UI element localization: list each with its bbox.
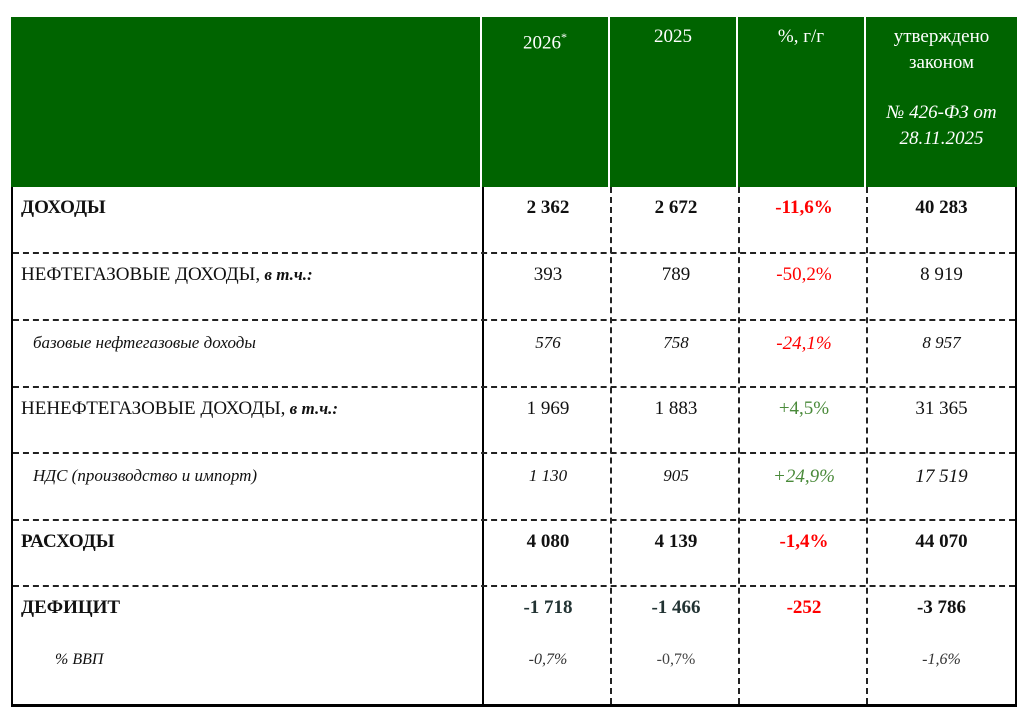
value-2025: 1 883 <box>654 398 698 419</box>
value-2026: 4 080 <box>526 531 570 552</box>
value-law: 8 919 <box>920 264 963 285</box>
value-2026: -1 718 <box>523 597 573 618</box>
value-2026: 1 969 <box>526 398 570 419</box>
row-label: НЕНЕФТЕГАЗОВЫЕ ДОХОДЫ, в т.ч.: <box>13 388 484 452</box>
row-label: ДЕФИЦИТ <box>21 597 121 618</box>
value-pct: -24,1% <box>776 333 832 354</box>
value-2026: 1 130 <box>528 466 568 485</box>
header-law-line2: законом <box>908 52 975 73</box>
row-label: НЕФТЕГАЗОВЫЕ ДОХОДЫ, в т.ч.: <box>13 254 484 319</box>
row-label: ДОХОДЫ <box>21 197 106 218</box>
header-pct: %, г/г <box>738 17 864 187</box>
value-law: -3 786 <box>916 597 967 618</box>
value-law: 8 957 <box>922 333 961 352</box>
table-row-oil-gas: НЕФТЕГАЗОВЫЕ ДОХОДЫ, в т.ч.: 393 789 -50… <box>13 254 1015 321</box>
gdp-2025: -0,7% <box>656 651 696 668</box>
column-divider <box>866 187 868 704</box>
value-2025: 789 <box>661 264 691 285</box>
budget-table: 2026* 2025 %, г/г утверждено законом № 4… <box>11 17 1017 707</box>
row-label: базовые нефтегазовые доходы <box>33 333 256 352</box>
value-law: 40 283 <box>915 197 968 218</box>
row-label-suffix: в т.ч.: <box>285 399 339 418</box>
table-row-expenses: РАСХОДЫ 4 080 4 139 -1,4% 44 070 <box>13 521 1015 587</box>
header-law-line3: № 426-ФЗ от <box>886 102 997 123</box>
value-2025: -1 466 <box>651 597 701 618</box>
row-label-text: НЕФТЕГАЗОВЫЕ ДОХОДЫ, <box>21 264 261 285</box>
value-pct: -11,6% <box>775 197 833 218</box>
header-empty-cell <box>11 17 480 187</box>
value-2026: 393 <box>533 264 563 285</box>
value-law: 17 519 <box>915 466 968 487</box>
value-2026: 576 <box>535 333 561 352</box>
table-body: ДОХОДЫ 2 362 2 672 -11,6% 40 283 НЕФТЕГА… <box>11 187 1017 707</box>
value-law: 44 070 <box>915 531 968 552</box>
value-pct: -252 <box>786 597 822 618</box>
value-2025: 4 139 <box>654 531 698 552</box>
header-law-line4: 28.11.2025 <box>899 128 984 149</box>
header-2026-label: 2026 <box>523 32 561 54</box>
header-law: утверждено законом № 426-ФЗ от 28.11.202… <box>866 17 1017 187</box>
row-label: РАСХОДЫ <box>21 531 115 552</box>
value-pct: +24,9% <box>773 466 835 487</box>
header-2025: 2025 <box>610 17 736 187</box>
row-label-suffix: в т.ч.: <box>260 265 313 284</box>
table-header: 2026* 2025 %, г/г утверждено законом № 4… <box>11 17 1017 187</box>
row-label: НДС (производство и импорт) <box>33 466 258 485</box>
value-2025: 905 <box>663 466 689 485</box>
table-row-non-oil-gas: НЕНЕФТЕГАЗОВЫЕ ДОХОДЫ, в т.ч.: 1 969 1 8… <box>13 388 1015 454</box>
gdp-2026: -0,7% <box>528 651 568 668</box>
row-label-text: НЕНЕФТЕГАЗОВЫЕ ДОХОДЫ, <box>21 398 286 419</box>
column-divider <box>482 187 484 704</box>
table-row-revenue: ДОХОДЫ 2 362 2 672 -11,6% 40 283 <box>13 187 1015 254</box>
table-row-deficit: ДЕФИЦИТ -1 718 -1 466 -252 -3 786 % ВВП … <box>13 587 1015 704</box>
gdp-law: -1,6% <box>922 651 961 668</box>
value-pct: +4,5% <box>778 398 830 419</box>
header-2026: 2026* <box>482 17 608 187</box>
gdp-label: % ВВП <box>55 651 104 668</box>
value-pct: -1,4% <box>779 531 829 552</box>
value-pct: -50,2% <box>776 264 832 285</box>
value-2025: 2 672 <box>654 197 698 218</box>
header-law-line1: утверждено <box>893 26 990 47</box>
table-row-base-oil-gas: базовые нефтегазовые доходы 576 758 -24,… <box>13 321 1015 388</box>
value-2026: 2 362 <box>526 197 570 218</box>
column-divider <box>738 187 740 704</box>
value-2025: 758 <box>663 333 689 352</box>
table-row-vat: НДС (производство и импорт) 1 130 905 +2… <box>13 454 1015 521</box>
value-law: 31 365 <box>915 398 968 419</box>
footnote-mark: * <box>561 30 567 44</box>
column-divider <box>610 187 612 704</box>
